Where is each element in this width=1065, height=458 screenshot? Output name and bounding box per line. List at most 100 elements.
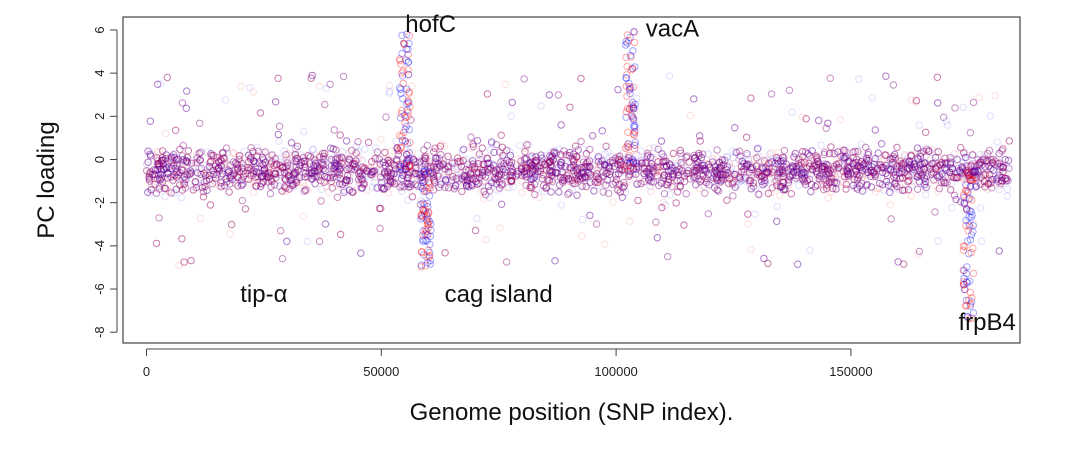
data-point <box>977 156 986 165</box>
data-point <box>668 171 676 179</box>
data-point <box>266 156 274 164</box>
data-point <box>385 81 394 90</box>
data-point <box>487 139 496 148</box>
data-point <box>574 167 582 176</box>
data-point <box>619 149 627 158</box>
data-point <box>408 148 416 157</box>
data-point <box>837 146 845 155</box>
data-point <box>444 165 452 173</box>
data-point <box>828 170 837 178</box>
data-point <box>613 152 621 161</box>
data-point <box>932 148 940 156</box>
data-point <box>686 111 695 120</box>
data-point <box>389 166 397 174</box>
data-point <box>965 173 973 181</box>
data-point <box>361 145 369 153</box>
data-point <box>264 164 273 172</box>
data-point <box>795 174 803 182</box>
data-point <box>267 171 275 179</box>
data-point <box>175 155 183 163</box>
data-point <box>167 153 176 162</box>
data-point <box>173 173 181 181</box>
data-point <box>778 159 786 167</box>
data-point <box>518 165 526 173</box>
data-point <box>747 245 755 254</box>
data-point <box>980 178 989 186</box>
data-point <box>527 171 535 179</box>
data-point <box>618 183 626 191</box>
data-point <box>582 171 590 180</box>
data-point <box>694 162 703 170</box>
data-point <box>625 217 634 225</box>
data-point <box>206 163 215 172</box>
data-point <box>634 151 642 160</box>
data-point <box>669 172 677 180</box>
data-point <box>557 201 566 209</box>
data-point <box>717 168 725 176</box>
data-point <box>999 160 1007 168</box>
data-point <box>609 198 617 206</box>
data-point <box>740 175 748 184</box>
data-point <box>144 168 152 177</box>
data-point <box>246 84 254 92</box>
data-point <box>834 179 842 188</box>
data-point <box>719 168 727 176</box>
data-point <box>464 160 472 169</box>
data-point <box>235 168 243 176</box>
data-point <box>841 148 849 157</box>
data-point <box>478 171 486 179</box>
data-point <box>434 171 442 179</box>
data-point <box>1003 185 1012 194</box>
data-point <box>850 159 858 167</box>
data-point <box>733 181 741 189</box>
data-point <box>550 173 559 181</box>
data-point <box>395 163 403 172</box>
data-point <box>851 184 859 193</box>
data-point <box>851 174 860 182</box>
data-point <box>729 154 737 162</box>
data-point <box>615 185 623 194</box>
data-point <box>455 176 464 184</box>
data-point <box>912 149 921 157</box>
data-point <box>976 158 984 166</box>
data-point <box>763 155 771 164</box>
data-point <box>371 144 380 152</box>
data-point <box>949 154 957 163</box>
data-point <box>650 168 658 177</box>
data-point <box>280 164 288 172</box>
data-point <box>699 182 707 190</box>
data-point <box>580 164 588 172</box>
data-point <box>718 159 726 167</box>
data-point <box>662 156 670 165</box>
data-point <box>600 156 609 165</box>
data-point <box>783 168 791 176</box>
data-point <box>981 163 989 172</box>
data-point <box>358 156 366 165</box>
data-point <box>661 201 670 209</box>
data-point <box>647 187 655 196</box>
data-point <box>312 160 320 168</box>
data-point <box>146 189 155 197</box>
data-point <box>828 149 836 157</box>
data-point <box>716 171 724 179</box>
data-point <box>158 168 166 176</box>
data-point <box>767 148 775 157</box>
data-point <box>436 176 444 184</box>
data-point <box>905 158 914 167</box>
data-point <box>874 173 882 181</box>
data-point <box>529 158 537 166</box>
data-point <box>821 163 829 171</box>
data-point <box>600 160 609 168</box>
data-point <box>909 177 917 185</box>
data-point <box>507 177 515 185</box>
data-point <box>593 166 601 175</box>
data-point <box>340 170 348 178</box>
data-point <box>221 160 230 168</box>
data-point <box>795 181 803 189</box>
data-point <box>384 155 392 164</box>
data-point <box>817 172 825 181</box>
data-point <box>557 159 565 167</box>
data-point <box>806 246 814 254</box>
data-point <box>668 173 677 181</box>
data-point <box>321 154 329 163</box>
